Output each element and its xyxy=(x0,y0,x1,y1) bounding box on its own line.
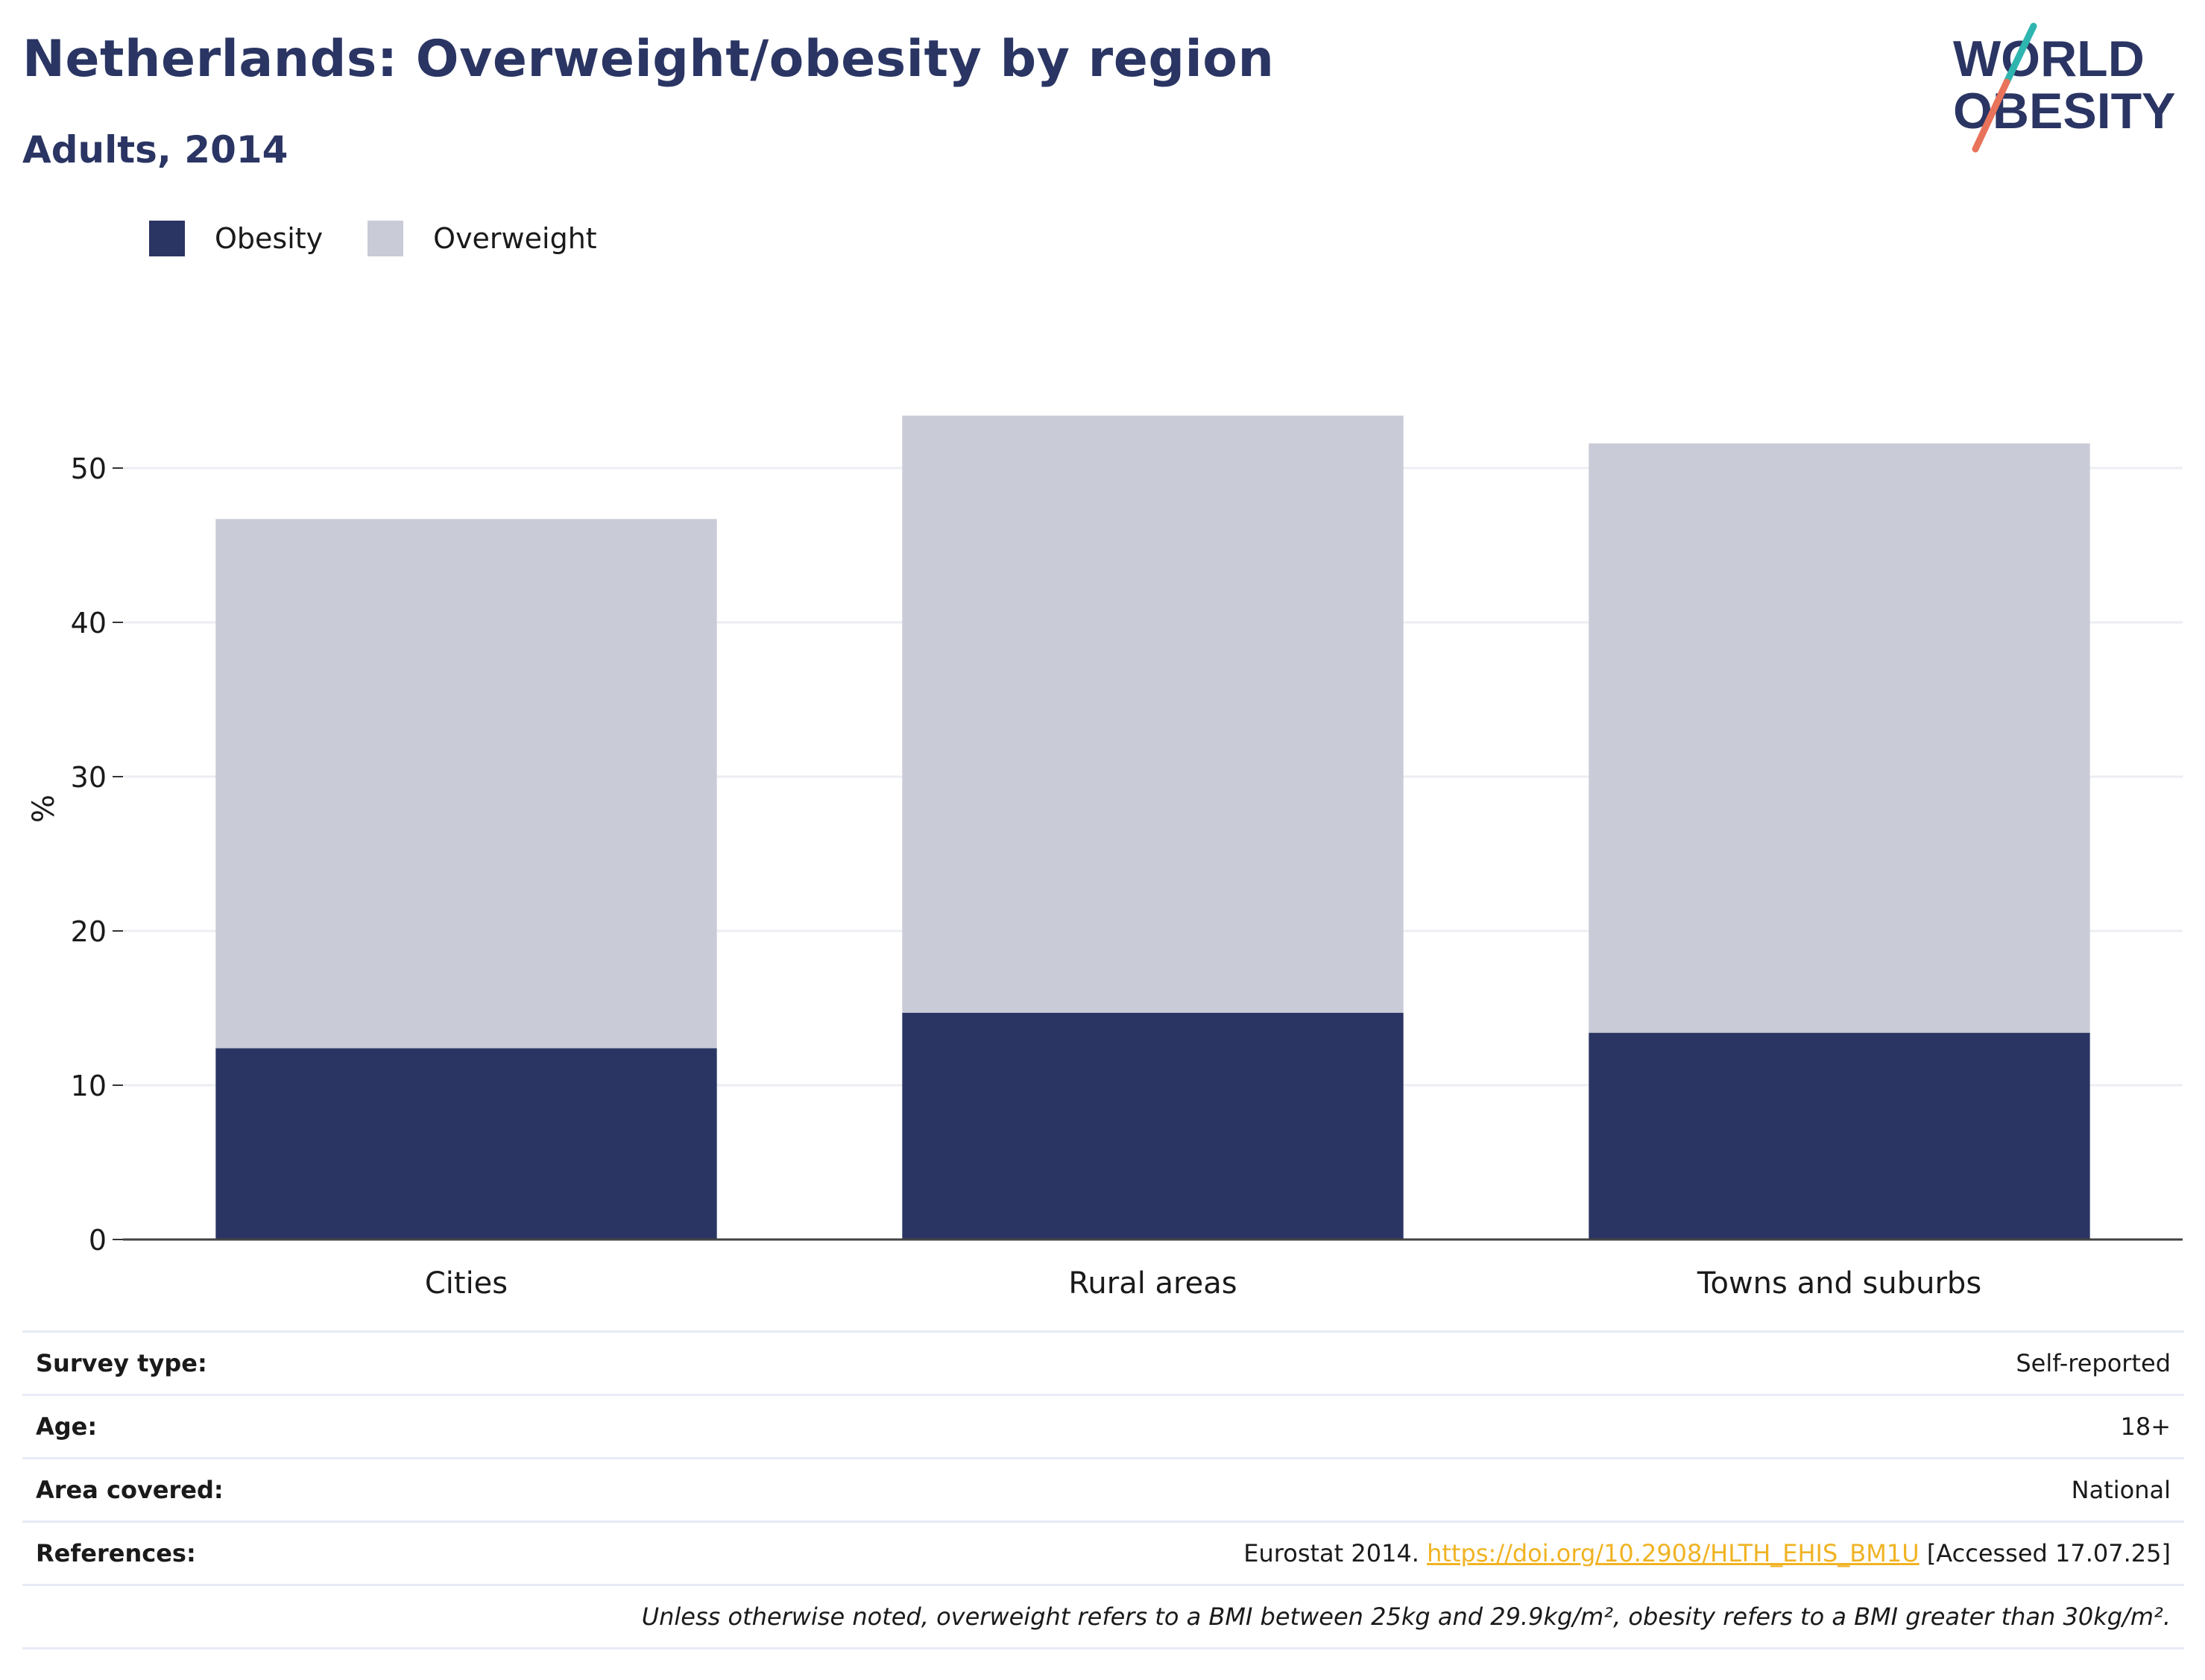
bars xyxy=(215,415,2090,1240)
info-row-survey-type: Survey type: Self-reported xyxy=(22,1330,2184,1394)
y-tick-label: 30 xyxy=(71,761,107,794)
references-link[interactable]: https://doi.org/10.2908/HLTH_EHIS_BM1U xyxy=(1427,1539,1919,1567)
info-value: Self-reported xyxy=(2016,1349,2171,1377)
x-tick-label: Rural areas xyxy=(1068,1266,1237,1301)
y-tick-label: 0 xyxy=(89,1224,107,1257)
info-value: 18+ xyxy=(2120,1412,2171,1441)
chart-title: Netherlands: Overweight/obesity by regio… xyxy=(22,30,1275,89)
references-prefix: Eurostat 2014. xyxy=(1243,1539,1428,1567)
y-tick-label: 10 xyxy=(71,1070,107,1102)
legend-item-obesity[interactable]: Obesity xyxy=(149,221,323,256)
info-label: Area covered: xyxy=(36,1476,224,1504)
bar-overweight-towns-and-suburbs[interactable] xyxy=(1589,443,2090,1033)
bar-obesity-rural-areas[interactable] xyxy=(902,1012,1404,1240)
info-row-area-covered: Area covered: National xyxy=(22,1457,2184,1520)
references-suffix: [Accessed 17.07.25] xyxy=(1919,1539,2171,1567)
x-axis-ticks: Cities Rural areas Towns and suburbs xyxy=(123,1238,2183,1301)
info-row-note: Unless otherwise noted, overweight refer… xyxy=(22,1584,2184,1649)
references-value: Eurostat 2014. https://doi.org/10.2908/H… xyxy=(1243,1539,2171,1567)
x-tick-label: Cities xyxy=(425,1266,508,1301)
definition-note: Unless otherwise noted, overweight refer… xyxy=(641,1602,2171,1631)
info-label: References: xyxy=(36,1539,196,1567)
legend-swatch-obesity xyxy=(149,221,185,256)
world-obesity-logo: WORLD OBESITY xyxy=(1953,22,2176,153)
y-tick-label: 50 xyxy=(71,452,107,485)
legend-item-overweight[interactable]: Overweight xyxy=(368,221,597,256)
info-row-references: References: Eurostat 2014. https://doi.o… xyxy=(22,1520,2184,1584)
y-axis-label: % xyxy=(27,795,61,823)
logo-text-world: WORLD xyxy=(1953,31,2145,87)
chart-subtitle: Adults, 2014 xyxy=(22,128,288,171)
legend-label-overweight: Overweight xyxy=(433,222,597,255)
x-tick-label: Towns and suburbs xyxy=(1697,1266,1981,1301)
y-tick-label: 40 xyxy=(71,607,107,640)
legend-label-obesity: Obesity xyxy=(215,222,324,255)
legend-swatch-overweight xyxy=(368,221,404,256)
y-tick-label: 20 xyxy=(71,915,107,948)
info-row-age: Age: 18+ xyxy=(22,1394,2184,1457)
info-label: Survey type: xyxy=(36,1349,207,1377)
chart-legend: Obesity Overweight xyxy=(149,221,642,256)
bar-overweight-cities[interactable] xyxy=(215,519,717,1049)
bar-obesity-towns-and-suburbs[interactable] xyxy=(1589,1032,2090,1240)
stacked-bar-chart: 0 10 20 30 40 50 Cities Rural areas Towns and s… xyxy=(27,415,2183,1301)
bar-obesity-cities[interactable] xyxy=(215,1048,717,1240)
info-value: National xyxy=(2071,1476,2171,1504)
y-axis-ticks: 0 10 20 30 40 50 xyxy=(71,452,123,1257)
info-table: Survey type: Self-reported Age: 18+ Area… xyxy=(22,1330,2184,1649)
bar-overweight-rural-areas[interactable] xyxy=(902,415,1404,1013)
info-label: Age: xyxy=(36,1412,98,1441)
